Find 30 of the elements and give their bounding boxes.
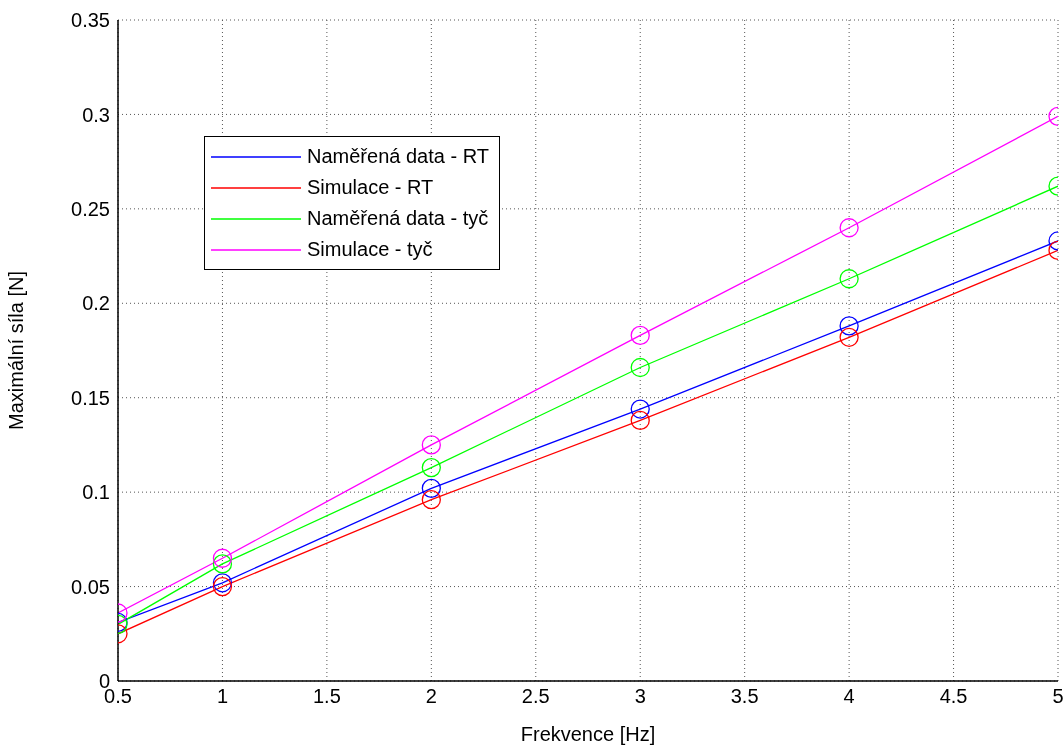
x-tick-label: 2 [425, 685, 437, 708]
y-tick-label: 0.15 [71, 386, 110, 409]
y-tick-label: 0.3 [82, 103, 110, 126]
x-tick-label: 2.5 [521, 685, 550, 708]
y-tick-label: 0.25 [71, 197, 110, 220]
point [421, 490, 441, 510]
point [630, 410, 650, 431]
point [421, 478, 441, 499]
point [630, 325, 650, 346]
point [630, 357, 650, 378]
x-tick-label: 4.5 [939, 685, 968, 708]
point [421, 435, 441, 455]
x-tick-label: 1 [216, 685, 229, 708]
y-tick-label: 0.1 [82, 481, 110, 504]
x-tick-label: 3 [634, 685, 646, 708]
y-tick-label: 0.35 [71, 9, 110, 32]
legend-label: Simulace - RT [307, 175, 434, 200]
x-tick-label: 1.5 [312, 685, 341, 708]
y-tick-label: 0.2 [82, 292, 110, 315]
legend-label: Naměřená data - RT [307, 144, 489, 169]
x-axis-title: Frekvence [Hz] [520, 723, 656, 745]
x-tick-label: 5 [1052, 685, 1064, 708]
legend-label: Naměřená data - tyč [307, 206, 489, 231]
point [421, 457, 441, 478]
point [630, 399, 650, 419]
x-tick-label: 4 [843, 685, 855, 708]
y-tick-label: 0.05 [71, 575, 110, 598]
legend-label: Simulace - tyč [307, 237, 433, 262]
x-tick-label: 3.5 [730, 685, 759, 708]
y-axis-title: Maximální síla [N] [5, 271, 28, 430]
